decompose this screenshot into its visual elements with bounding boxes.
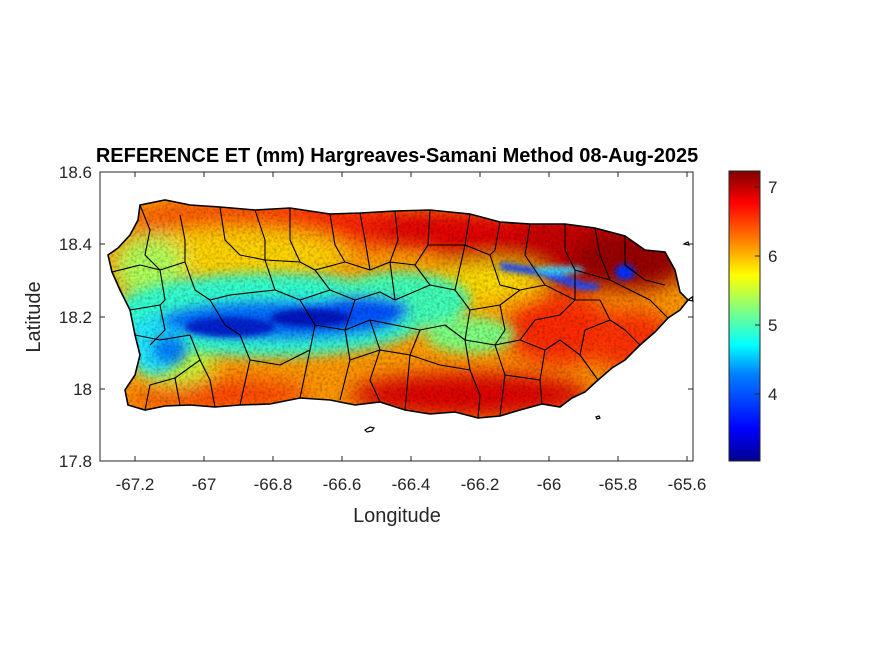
colorbar-tick-label: 6 bbox=[768, 247, 777, 266]
colorbar-ticks bbox=[755, 186, 760, 395]
colorbar-tick-label: 7 bbox=[768, 178, 777, 197]
x-axis bbox=[134, 172, 688, 461]
y-tick-label: 18.4 bbox=[59, 235, 92, 254]
y-axis-label: Latitude bbox=[23, 281, 45, 352]
x-tick-label: -65.6 bbox=[668, 475, 707, 494]
municipal-boundaries bbox=[111, 204, 669, 418]
colorbar-tick-label: 5 bbox=[768, 316, 777, 335]
y-tick-label: 18.6 bbox=[59, 163, 92, 182]
y-tick-label: 17.8 bbox=[59, 452, 92, 471]
x-tick-label: -65.8 bbox=[599, 475, 638, 494]
y-axis bbox=[100, 171, 693, 462]
colorbar bbox=[728, 170, 761, 462]
y-tick-label: 18.2 bbox=[59, 308, 92, 327]
chart-title: REFERENCE ET (mm) Hargreaves-Samani Meth… bbox=[96, 145, 698, 167]
x-tick-label: -67 bbox=[192, 475, 217, 494]
x-tick-label: -67.2 bbox=[116, 475, 155, 494]
x-tick-label: -66.8 bbox=[254, 475, 293, 494]
colorbar-tick-label: 4 bbox=[768, 385, 777, 404]
x-tick-label: -66.2 bbox=[461, 475, 500, 494]
y-tick-label: 18 bbox=[73, 380, 92, 399]
x-tick-label: -66.6 bbox=[323, 475, 362, 494]
x-axis-label: Longitude bbox=[353, 505, 441, 527]
x-tick-label: -66.4 bbox=[392, 475, 431, 494]
x-tick-label: -66 bbox=[537, 475, 562, 494]
